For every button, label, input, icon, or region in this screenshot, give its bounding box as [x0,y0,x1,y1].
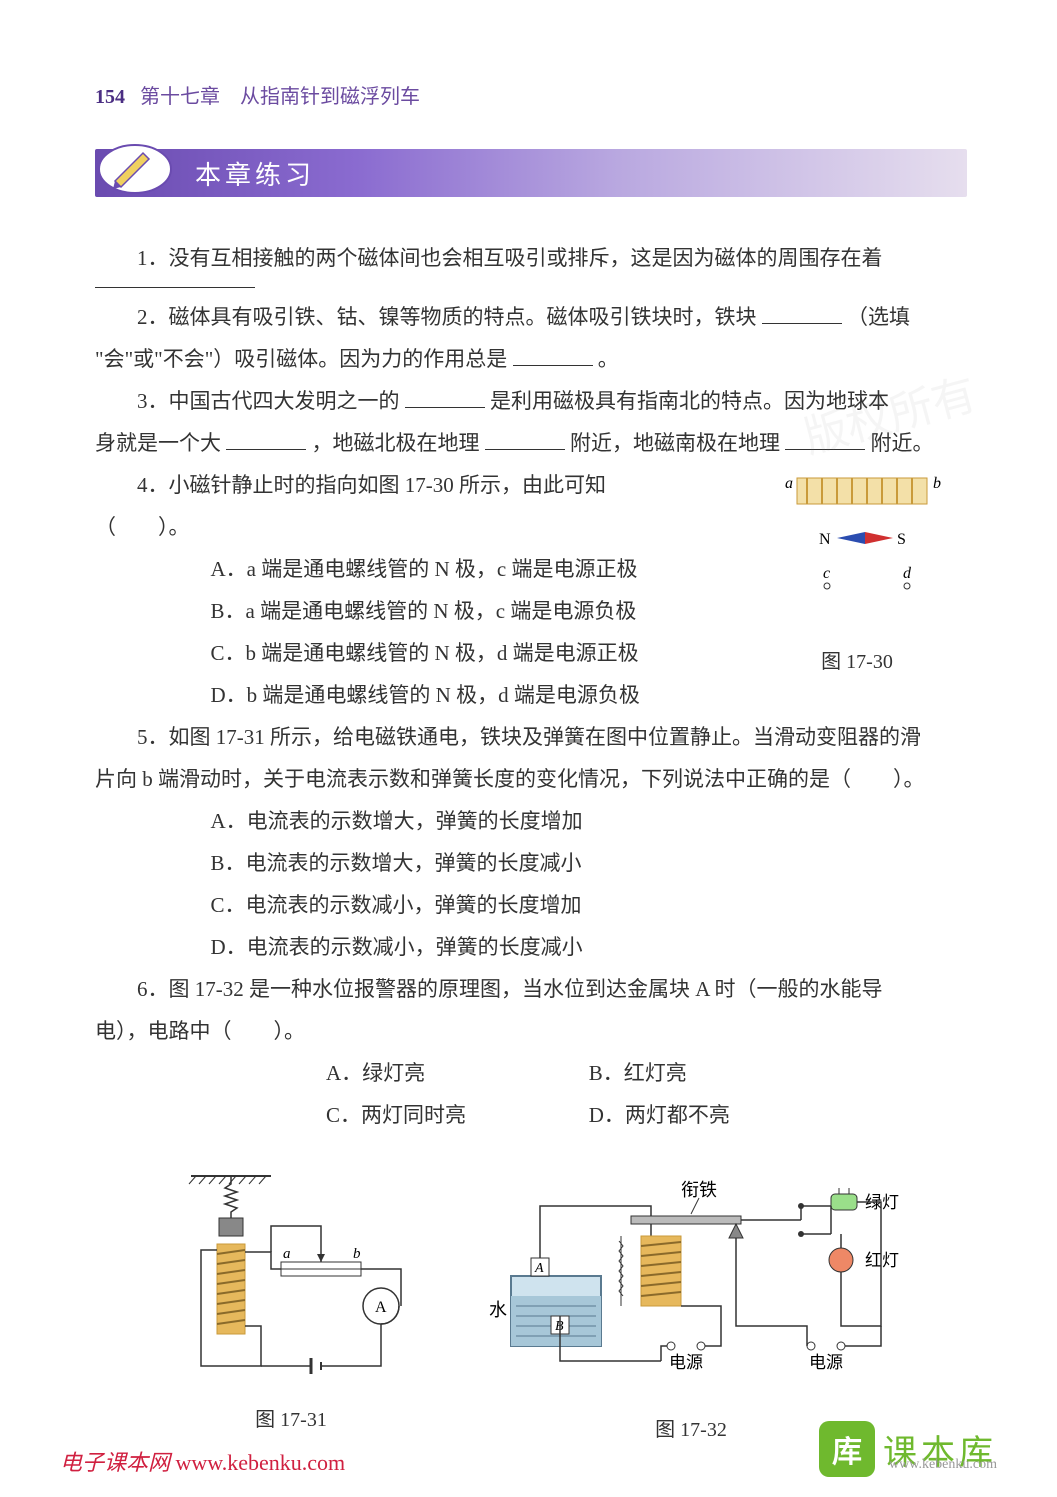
label-d: d [903,565,912,582]
fig32-power1: 电源 [669,1353,703,1372]
q5-A: A．电流表的示数增大，弹簧的长度增加 [211,800,968,842]
q5-stem2: 片向 b 端滑动时，关于电流表示数和弹簧长度的变化情况，下列说法中正确的是（ ）… [95,758,967,800]
q6-options: A．绿灯亮 C．两灯同时亮 B．红灯亮 D．两灯都不亮 [211,1052,968,1136]
q2-blank2 [513,344,593,366]
q3-blank1 [405,386,485,408]
fig32-red: 红灯 [865,1251,899,1270]
footer-brand: 电子课本网 [60,1450,170,1475]
q3-pre: 3．中国古代四大发明之一的 [137,389,405,413]
footer-left: 电子课本网 www.kebenku.com [60,1445,345,1477]
fig31-a: a [283,1246,291,1262]
ku-badge-icon: 库 [819,1421,875,1477]
q3-line1: 3．中国古代四大发明之一的 是利用磁极具有指南北的特点。因为地球本 [95,380,967,422]
q3-blank4 [785,428,865,450]
q2-line2-post: 。 [598,347,619,371]
footer: 电子课本网 www.kebenku.com 库 课本库 www.kebenku.… [0,1421,1057,1477]
q3-line2: 身就是一个大 ，地磁北极在地理 附近，地磁南极在地理 附近。 [95,422,967,464]
q6-C: C．两灯同时亮 [211,1094,589,1136]
fig32-power2: 电源 [809,1353,843,1372]
q2-hint: （选填 [847,305,910,329]
q3-mid1: 是利用磁极具有指南北的特点。因为地球本 [490,389,889,413]
q3-l2a: 身就是一个大 [95,431,226,455]
page: 154 第十七章 从指南针到磁浮列车 本章练习 1．没有互相接触的两个磁体间也会… [0,0,1057,1497]
page-header: 154 第十七章 从指南针到磁浮列车 [95,80,967,109]
figure-17-31: a b A [161,1166,421,1450]
footer-url-left: www.kebenku.com [176,1450,346,1475]
q6-D: D．两灯都不亮 [589,1094,967,1136]
figure-17-30: a b N S c d 图 17-30 [747,468,967,682]
footer-url-right: www.kebenku.com [889,1457,997,1473]
fig32-armature: 衔铁 [681,1180,717,1200]
q2-line2-pre: "会"或"不会"）吸引磁体。因为力的作用总是 [95,347,513,371]
q3-l2d: 附近。 [871,431,934,455]
fig31-b: b [353,1246,361,1262]
chapter-title: 第十七章 从指南针到磁浮列车 [140,86,420,108]
page-number: 154 [95,86,125,108]
fig-17-30-svg: a b N S c d [757,468,957,618]
q6-A: A．绿灯亮 [211,1052,589,1094]
q3-blank3 [485,428,565,450]
q5-C: C．电流表的示数减小，弹簧的长度增加 [211,884,968,926]
q5-options: A．电流表的示数增大，弹簧的长度增加 B．电流表的示数增大，弹簧的长度减小 C．… [211,800,968,968]
q3-blank2 [226,428,306,450]
q2-line1: 2．磁体具有吸引铁、钴、镍等物质的特点。磁体吸引铁块时，铁块 （选填 [95,296,967,338]
fig32-water: 水 [489,1300,507,1320]
q3-l2b: ，地磁北极在地理 [312,431,485,455]
fig32-A: A [534,1261,544,1276]
q6-stem2: 电），电路中（ ）。 [95,1010,967,1052]
q5-D: D．电流表的示数减小，弹簧的长度减小 [211,926,968,968]
q6-B: B．红灯亮 [589,1052,967,1094]
fig-17-31-svg: a b A [161,1166,421,1376]
q1: 1．没有互相接触的两个磁体间也会相互吸引或排斥，这是因为磁体的周围存在着 [95,237,967,279]
q2-line2: "会"或"不会"）吸引磁体。因为力的作用总是 。 [95,338,967,380]
section-title: 本章练习 [195,155,315,192]
label-c: c [823,565,830,582]
q1-text: 1．没有互相接触的两个磁体间也会相互吸引或排斥，这是因为磁体的周围存在着 [137,246,883,270]
label-S: S [897,531,906,548]
fig-17-30-caption: 图 17-30 [747,642,967,682]
fig31-A: A [375,1299,387,1316]
fig-17-32-svg: 水 A B [481,1166,901,1386]
label-N: N [819,531,831,548]
q2-blank1 [762,302,842,324]
q3-l2c: 附近，地磁南极在地理 [570,431,785,455]
q5-stem1: 5．如图 17-31 所示，给电磁铁通电，铁块及弹簧在图中位置静止。当滑动变阻器… [95,716,967,758]
section-banner: 本章练习 [95,149,967,197]
q2-pre: 2．磁体具有吸引铁、钴、镍等物质的特点。磁体吸引铁块时，铁块 [137,305,762,329]
label-b: b [933,475,941,492]
q5-B: B．电流表的示数增大，弹簧的长度减小 [211,842,968,884]
label-a: a [785,475,793,492]
q6-stem1: 6．图 17-32 是一种水位报警器的原理图，当水位到达金属块 A 时（一般的水… [95,968,967,1010]
figure-17-32: 水 A B [481,1166,901,1450]
figures-row: a b A [95,1166,967,1450]
content: 1．没有互相接触的两个磁体间也会相互吸引或排斥，这是因为磁体的周围存在着 2．磁… [95,237,967,1450]
q1-blank [95,287,255,288]
pencil-icon [95,139,175,199]
